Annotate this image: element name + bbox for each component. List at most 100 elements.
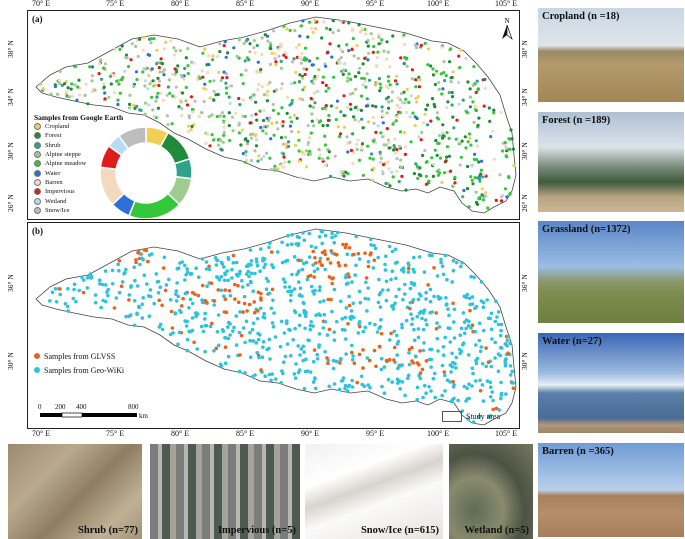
sample-point xyxy=(410,359,414,363)
sample-point xyxy=(395,115,399,119)
sample-point xyxy=(124,55,128,60)
sample-point xyxy=(365,356,370,360)
sample-point xyxy=(170,122,174,126)
sample-point xyxy=(499,110,503,114)
sample-point xyxy=(226,354,231,359)
sample-point xyxy=(173,312,177,316)
sample-point xyxy=(143,84,147,88)
sample-point xyxy=(283,135,288,139)
sample-point xyxy=(451,70,455,74)
sample-point xyxy=(189,95,193,99)
sample-point xyxy=(416,327,421,331)
sample-point xyxy=(389,331,393,336)
lon-tick-label: 80° E xyxy=(171,429,190,438)
sample-point xyxy=(294,242,299,246)
sample-point xyxy=(238,310,242,314)
sample-point xyxy=(508,192,512,196)
sample-point xyxy=(176,64,180,68)
legend-a-rows: Cropland Forest Shrub Alpine steppe Alpine m… xyxy=(34,122,123,215)
sample-point xyxy=(276,167,280,171)
sample-point xyxy=(360,147,364,151)
sample-point xyxy=(303,72,307,77)
sample-point xyxy=(484,191,488,195)
sample-point xyxy=(285,111,289,115)
sample-point xyxy=(185,348,190,353)
sample-point xyxy=(302,152,306,156)
sample-point xyxy=(396,339,401,344)
sample-point xyxy=(142,35,146,39)
sample-point xyxy=(256,88,260,92)
sample-point xyxy=(203,298,208,303)
sample-point xyxy=(277,54,281,58)
sample-point xyxy=(384,97,388,101)
sample-point xyxy=(214,263,219,267)
sample-point xyxy=(371,50,375,55)
sample-point xyxy=(325,51,329,55)
sample-point xyxy=(210,321,214,326)
sample-point xyxy=(303,85,307,89)
sample-point xyxy=(450,398,455,402)
sample-point xyxy=(328,42,332,46)
sample-point xyxy=(482,104,486,108)
sample-point xyxy=(184,85,188,90)
legend-marker-icon xyxy=(34,188,41,196)
sample-point xyxy=(474,304,479,309)
sample-point xyxy=(398,111,402,115)
sample-point xyxy=(293,143,298,147)
sample-point xyxy=(112,306,117,310)
sample-point xyxy=(280,240,284,245)
sample-point xyxy=(251,339,256,343)
sample-point xyxy=(347,294,351,299)
sample-point xyxy=(410,282,414,286)
sample-point xyxy=(326,297,331,302)
lat-tick-label: 30° N xyxy=(520,352,529,370)
sample-point xyxy=(164,40,168,44)
sample-point xyxy=(479,280,484,284)
sample-point xyxy=(292,255,297,259)
sample-point xyxy=(165,114,169,118)
sample-point xyxy=(224,86,228,90)
sample-point xyxy=(342,68,346,72)
sample-point xyxy=(228,322,232,326)
sample-point xyxy=(235,54,239,59)
sample-point xyxy=(264,287,269,291)
sample-point xyxy=(331,366,336,371)
sample-point xyxy=(429,365,433,369)
sample-point xyxy=(255,70,259,74)
sample-point xyxy=(416,335,421,340)
sample-point xyxy=(76,85,80,89)
sample-point xyxy=(364,276,369,280)
sample-point xyxy=(311,359,316,364)
sample-point xyxy=(351,357,355,362)
sample-point xyxy=(318,256,323,261)
sample-point xyxy=(290,101,294,105)
sample-point xyxy=(448,169,453,173)
sample-point xyxy=(347,21,351,25)
sample-point xyxy=(399,165,403,169)
sample-point xyxy=(379,331,384,336)
sample-point xyxy=(445,302,449,306)
sample-point xyxy=(420,130,424,135)
sample-point xyxy=(317,345,321,349)
sample-point xyxy=(289,120,294,124)
sample-point xyxy=(350,47,354,52)
sample-point xyxy=(262,265,266,270)
sample-point xyxy=(205,132,210,136)
sample-point xyxy=(220,328,225,332)
sample-point xyxy=(86,102,90,106)
photo-shrub: Shrub (n=77) xyxy=(8,444,142,539)
sample-point xyxy=(454,355,459,360)
sample-point xyxy=(157,79,161,83)
sample-point xyxy=(140,256,144,261)
sample-point xyxy=(411,298,416,302)
sample-point xyxy=(448,340,453,344)
sample-point xyxy=(373,322,377,327)
sample-point xyxy=(312,124,316,128)
sample-point xyxy=(255,309,260,313)
sample-point xyxy=(173,67,177,71)
sample-point xyxy=(170,326,175,330)
sample-point xyxy=(220,76,225,80)
sample-point xyxy=(385,57,389,61)
sample-point xyxy=(361,173,365,177)
sample-point xyxy=(249,159,254,163)
